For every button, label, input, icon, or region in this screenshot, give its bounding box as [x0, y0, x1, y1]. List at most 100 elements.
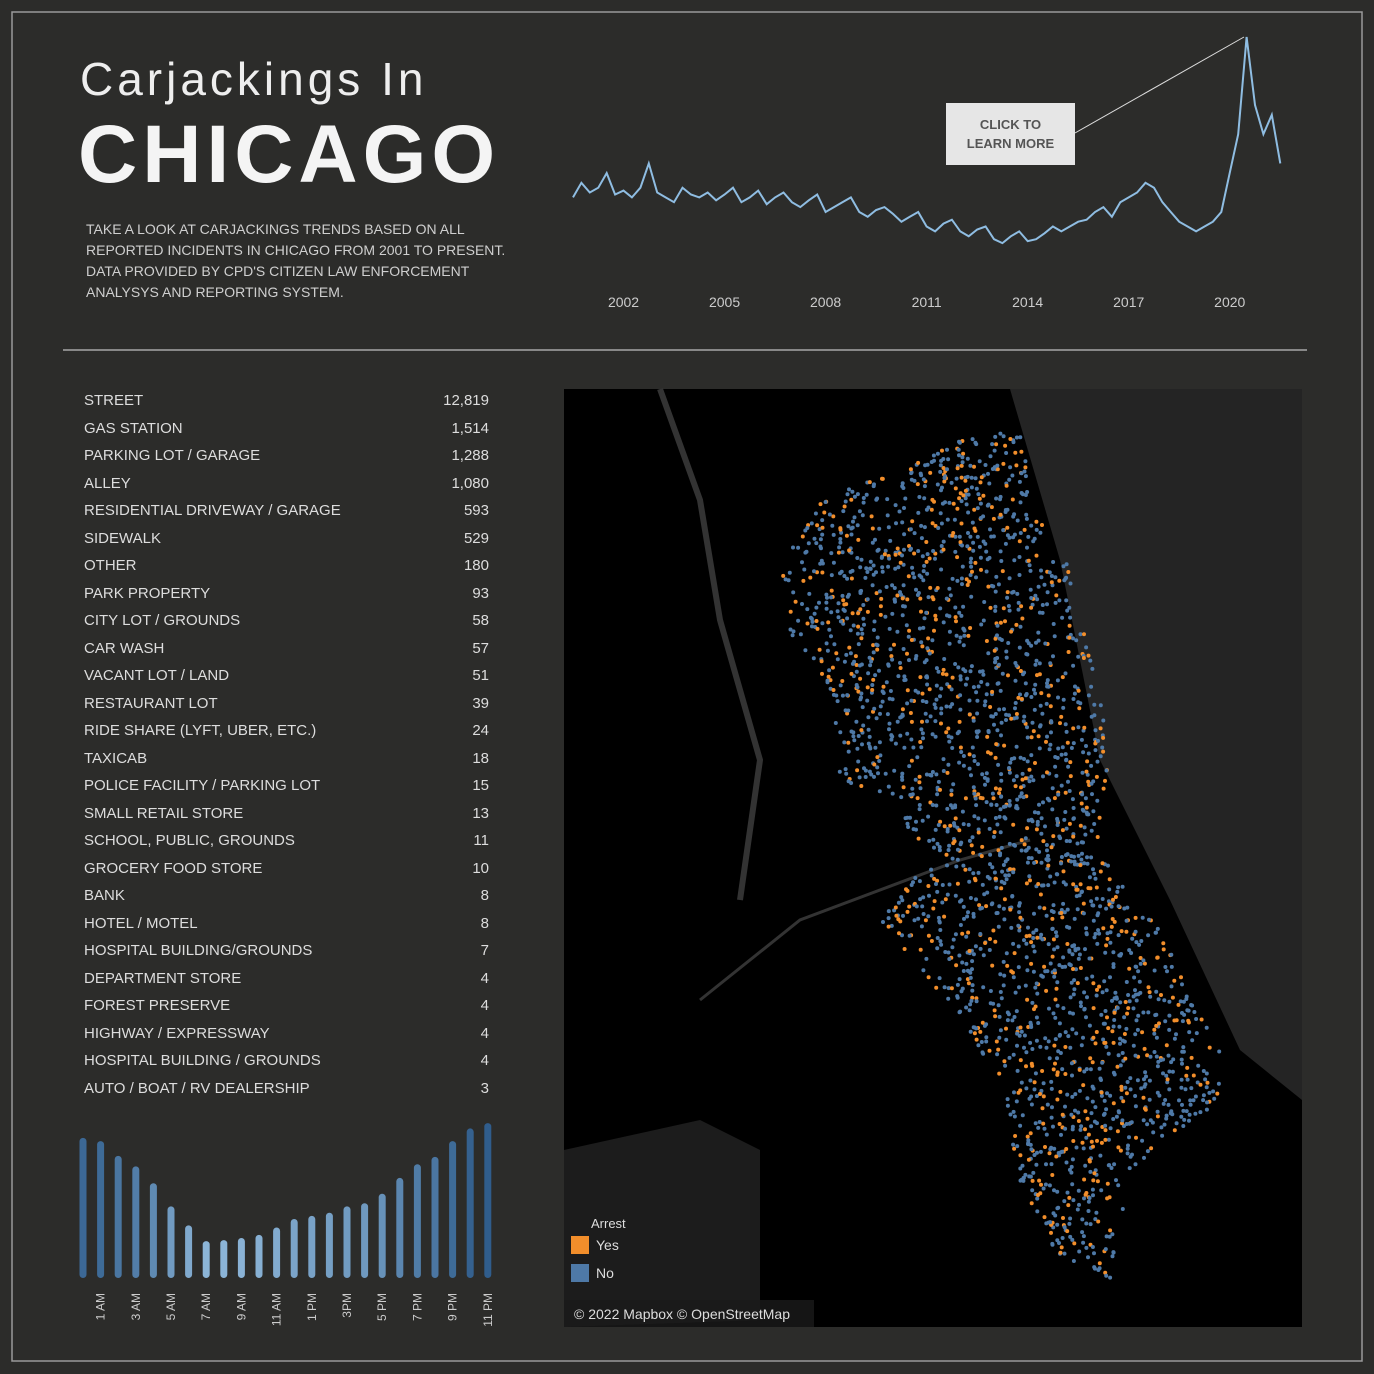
incident-point: [996, 848, 1001, 853]
incident-point: [1001, 528, 1006, 533]
incident-point: [1043, 824, 1047, 829]
incident-point: [1104, 988, 1109, 993]
incident-point: [1058, 721, 1062, 726]
incident-point: [965, 676, 970, 681]
incident-point: [1135, 1078, 1140, 1083]
incident-point: [985, 557, 990, 562]
incident-point: [926, 595, 931, 600]
incident-point: [1014, 744, 1019, 749]
incident-point: [998, 830, 1003, 835]
incident-point: [1011, 1142, 1016, 1147]
incident-point: [877, 526, 882, 531]
incident-point: [1094, 885, 1099, 890]
incident-point: [1004, 451, 1009, 455]
location-count: 1,514: [451, 419, 489, 437]
incident-point: [1104, 1273, 1109, 1278]
incident-point: [791, 629, 796, 634]
incident-point: [856, 611, 861, 616]
incident-point: [1017, 645, 1022, 650]
learn-more-button[interactable]: CLICK TO LEARN MORE: [946, 103, 1075, 165]
incident-point: [1128, 1076, 1133, 1081]
location-count: 4: [480, 997, 489, 1014]
incident-point: [936, 526, 941, 530]
incident-point: [955, 578, 960, 583]
incident-point: [1063, 1030, 1068, 1035]
incident-point: [1116, 885, 1121, 890]
incident-point: [961, 667, 966, 672]
incident-point: [880, 689, 885, 694]
incident-point: [1008, 907, 1013, 912]
incident-point: [842, 504, 847, 509]
incident-point: [815, 626, 820, 631]
incident-point: [1071, 834, 1076, 839]
incident-point: [1154, 1035, 1159, 1040]
incident-point: [886, 564, 891, 569]
incident-point: [966, 633, 971, 638]
incident-point: [978, 480, 983, 485]
incident-point: [1138, 956, 1143, 960]
incident-point: [1067, 1221, 1072, 1226]
incident-point: [939, 521, 944, 526]
incident-point: [1044, 701, 1049, 706]
incident-point: [1034, 981, 1039, 986]
incident-point: [918, 675, 923, 680]
incident-point: [920, 904, 925, 909]
incident-point: [1098, 754, 1103, 759]
incident-point: [969, 556, 974, 561]
incident-point: [831, 514, 836, 519]
incident-point: [941, 466, 946, 470]
incident-point: [1052, 974, 1057, 979]
incident-point: [929, 507, 934, 512]
incident-point: [812, 611, 817, 616]
incident-point: [1180, 1102, 1184, 1107]
incident-point: [1189, 1055, 1194, 1060]
incident-point: [935, 946, 940, 951]
incident-point: [1136, 969, 1141, 974]
incident-point: [830, 523, 835, 528]
incident-point: [1062, 1251, 1067, 1256]
incident-point: [1204, 1071, 1209, 1076]
incident-point: [1063, 790, 1068, 795]
incident-point: [934, 772, 939, 777]
incident-point: [805, 621, 810, 626]
location-name: BANK: [84, 887, 125, 904]
incident-point: [845, 576, 850, 581]
incident-point: [1099, 1012, 1104, 1017]
incident-point: [1001, 863, 1006, 867]
incident-point: [965, 474, 970, 479]
incident-point: [831, 688, 836, 692]
incident-point: [1101, 749, 1106, 754]
incident-point: [1025, 1134, 1030, 1139]
incident-point: [961, 969, 966, 973]
incident-point: [1047, 747, 1052, 752]
incident-point: [1034, 1162, 1039, 1167]
incident-point: [1064, 758, 1069, 763]
incident-point: [1028, 1131, 1033, 1136]
incident-point: [873, 537, 877, 542]
incident-point: [942, 824, 947, 829]
incident-point: [836, 550, 841, 555]
incident-point: [820, 621, 825, 626]
incident-point: [893, 503, 898, 508]
incident-point: [930, 803, 935, 807]
incident-point: [1104, 768, 1109, 773]
incident-point: [1083, 947, 1087, 952]
incident-point: [929, 867, 934, 872]
incident-point: [944, 704, 949, 709]
incident-point: [924, 559, 929, 564]
location-count: 8: [480, 887, 489, 904]
incident-point: [829, 595, 833, 600]
incident-point: [955, 847, 960, 852]
incident-point: [1063, 671, 1068, 676]
incident-point: [944, 596, 949, 601]
incident-point: [1086, 1209, 1091, 1213]
incident-point: [964, 577, 969, 582]
incident-point: [1094, 1210, 1099, 1215]
incident-point: [905, 688, 910, 693]
incident-point: [932, 876, 937, 881]
incident-point: [1167, 999, 1172, 1004]
incident-point: [900, 596, 905, 601]
incident-point: [1051, 910, 1056, 914]
incident-point: [945, 827, 950, 831]
incident-point: [1124, 1091, 1129, 1096]
